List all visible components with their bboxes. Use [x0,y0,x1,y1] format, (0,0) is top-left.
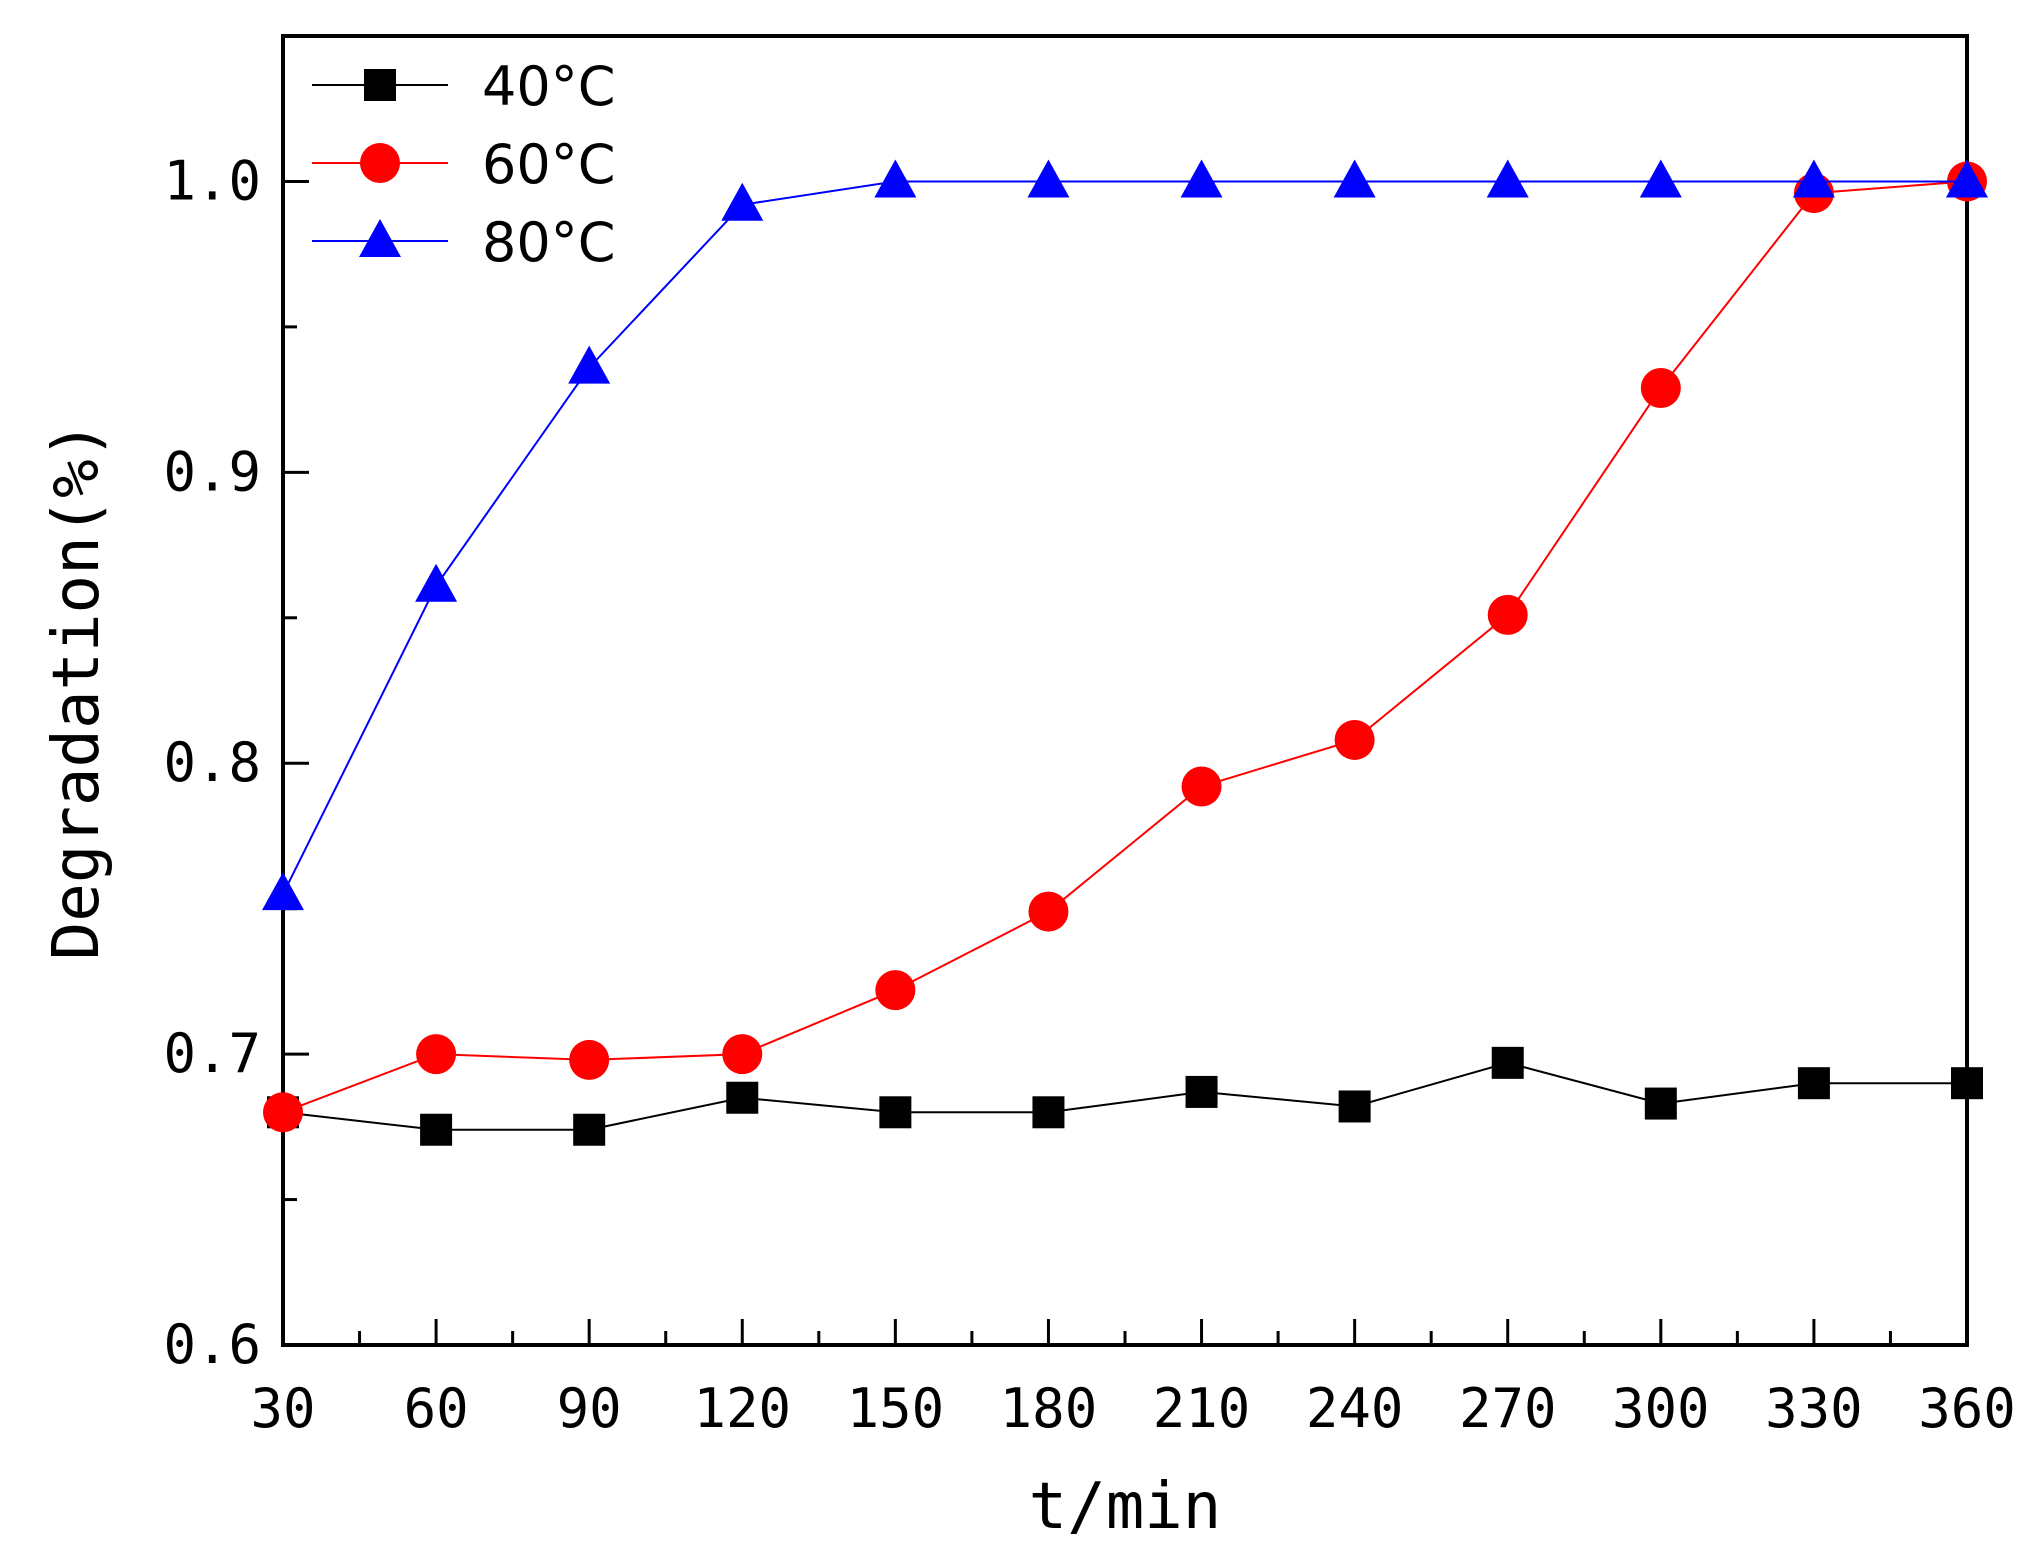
data-point [726,1081,759,1114]
series-3 [262,159,1988,911]
data-point [1951,1067,1983,1100]
data-point [263,1092,303,1133]
data-point [1639,159,1682,198]
legend-label: 40°C [482,55,615,118]
data-point [1027,159,1070,198]
x-tick-label: 300 [1612,1377,1710,1440]
data-point [262,872,304,911]
data-point [1334,719,1375,760]
data-point [1333,159,1376,198]
data-point [1946,159,1988,198]
x-tick-label: 90 [557,1377,622,1440]
y-tick-label: 0.8 [163,731,261,794]
data-point [416,1034,457,1075]
data-point [1185,1075,1218,1108]
x-tick-label: 240 [1306,1377,1404,1440]
data-point [1644,1087,1677,1120]
x-tick-label: 270 [1459,1377,1557,1440]
axes: 30 60 90 120 150 180 210 240 270 300 330 360 0.6 0.7 0… [163,34,2016,1440]
legend-item-2: 60°C [312,133,615,196]
x-tick-label: 330 [1765,1377,1863,1440]
data-point [879,1096,912,1129]
x-tick-label: 150 [847,1377,945,1440]
x-axis-title: t/min [1029,1470,1222,1544]
legend-label: 80°C [482,211,615,274]
x-tick-label: 30 [250,1377,315,1440]
data-point [568,345,611,384]
data-point [1028,891,1069,932]
data-point [1792,159,1835,198]
series-line [282,1061,1967,1131]
data-point [1486,159,1529,198]
x-tick-label: 120 [693,1377,791,1440]
data-point [721,182,764,221]
data-point [1338,1090,1371,1123]
legend-item-3: 80°C [312,211,615,274]
data-point [874,159,917,198]
legend-marker [359,219,401,257]
legend: 40°C 60°C 80°C [312,55,615,274]
y-tick-label: 0.9 [163,440,261,503]
y-axis-title: Degradation(%) [40,421,114,960]
y-tick-label: 0.7 [163,1022,261,1085]
series-line [282,180,1967,895]
legend-marker [360,143,400,183]
data-point [415,563,458,602]
data-point [1181,766,1222,807]
data-point [569,1039,610,1080]
x-tick-label: 210 [1153,1377,1251,1440]
x-tick-label: 180 [1000,1377,1098,1440]
data-point [1797,1067,1830,1100]
data-point [875,970,916,1011]
data-point [1640,367,1681,408]
data-point [1032,1096,1065,1129]
data-point [420,1113,453,1146]
y-tick-label: 1.0 [163,149,261,212]
legend-marker [364,69,396,101]
data-point [1180,159,1223,198]
data-point [1491,1046,1524,1079]
series-line [282,180,1968,1114]
data-point [722,1034,763,1075]
legend-item-1: 40°C [312,55,615,118]
y-tick-label: 0.6 [163,1313,261,1376]
data-point [1487,594,1528,635]
series-layer [262,159,1988,1146]
legend-label: 60°C [482,133,615,196]
x-tick-label: 60 [404,1377,469,1440]
x-tick-label: 360 [1918,1377,2016,1440]
data-point [573,1113,606,1146]
